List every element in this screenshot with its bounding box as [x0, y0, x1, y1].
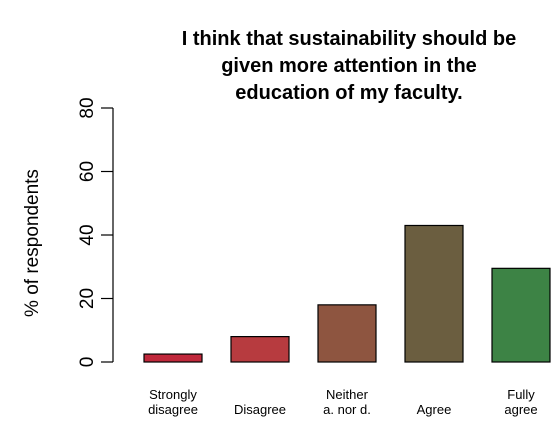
x-tick-label: a. nor d. — [323, 402, 371, 417]
x-tick-label: Disagree — [234, 402, 286, 417]
y-tick-label: 80 — [77, 97, 98, 118]
y-axis-label: % of respondents — [22, 169, 43, 317]
x-tick-label: Strongly — [149, 387, 197, 402]
bar — [143, 353, 203, 363]
y-tick-label: 60 — [77, 161, 98, 182]
x-tick-label: Fully — [507, 387, 535, 402]
x-tick-label: Agree — [417, 402, 452, 417]
y-tick-label: 20 — [77, 288, 98, 309]
bars — [143, 224, 551, 363]
bar — [404, 224, 464, 363]
x-tick-label: disagree — [148, 402, 198, 417]
x-tick-label: agree — [504, 402, 537, 417]
x-tick-label: Neither — [326, 387, 369, 402]
bar — [491, 267, 551, 363]
chart-title: I think that sustainability should be gi… — [182, 28, 516, 104]
chart-title-line-3: education of my faculty. — [235, 82, 462, 104]
bar — [230, 336, 290, 363]
bar — [317, 304, 377, 363]
chart-title-line-1: I think that sustainability should be — [182, 28, 516, 50]
y-tick-label: 0 — [77, 357, 98, 368]
chart-title-line-2: given more attention in the — [221, 55, 477, 77]
y-tick-label: 40 — [77, 224, 98, 245]
y-axis: 0 20 40 60 80 — [77, 97, 114, 368]
